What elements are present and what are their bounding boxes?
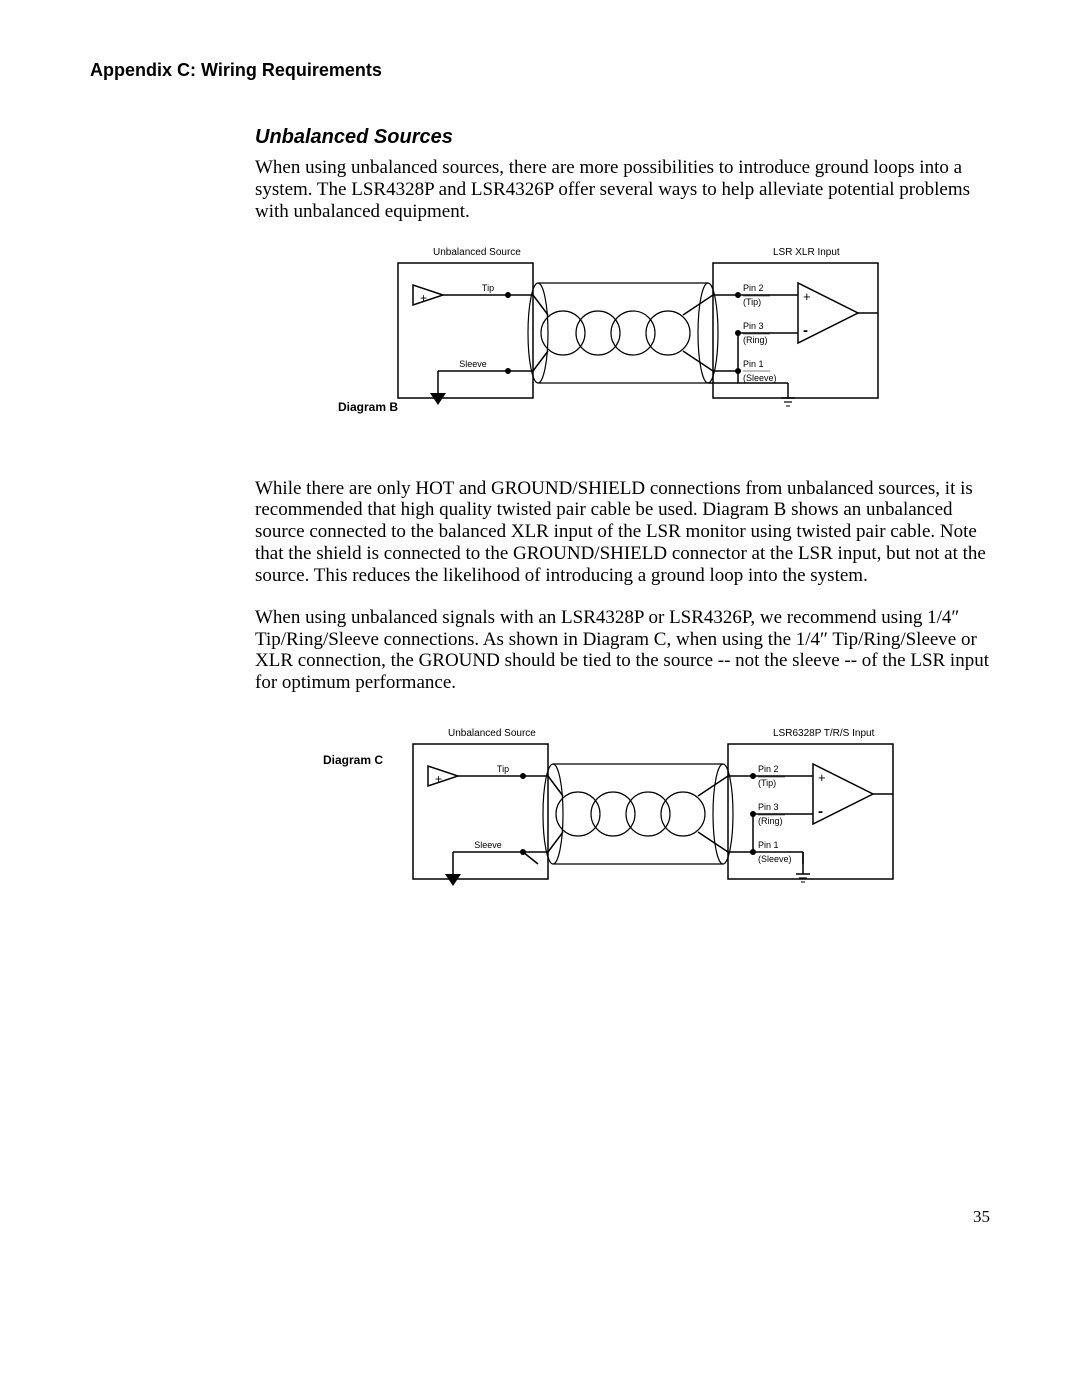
pin3-node-c <box>750 811 756 817</box>
right-minus-label-c: - <box>818 803 823 820</box>
shield-tie-source <box>523 852 538 864</box>
pin1-label: Pin 1 <box>743 359 764 369</box>
page-number: 35 <box>973 1207 990 1227</box>
paragraph-1: When using unbalanced sources, there are… <box>255 157 990 223</box>
diagram-b-left-header: Unbalanced Source <box>433 247 521 258</box>
right-plus-label: + <box>803 289 811 304</box>
pin3-label: Pin 3 <box>743 321 764 331</box>
shield-end-left-icon <box>528 283 548 383</box>
plus-label: + <box>420 291 427 305</box>
tip-node-left <box>505 292 511 298</box>
pin2-node <box>735 292 741 298</box>
left-amp-icon-c <box>428 766 458 786</box>
page: Appendix C: Wiring Requirements Unbalanc… <box>0 0 1080 1397</box>
twisted-pair-icon <box>541 311 690 355</box>
left-amp-icon <box>413 285 443 305</box>
diagram-c-right-header: LSR6328P T/R/S Input <box>773 728 875 739</box>
diagram-b-right-header: LSR XLR Input <box>773 247 840 258</box>
paragraph-3: When using unbalanced signals with an LS… <box>255 607 990 694</box>
diagram-b-wrap: Unbalanced Source LSR XLR Input + Tip Sl… <box>255 243 990 423</box>
ground-arrow-left-icon-c <box>445 874 461 886</box>
tip-label-left: Tip <box>481 283 493 293</box>
body-column: Unbalanced Sources When using unbalanced… <box>255 126 990 904</box>
pin2-sub-label: (Tip) <box>743 297 761 307</box>
pin3-sub-label-c: (Ring) <box>758 816 783 826</box>
pair-exit-top <box>683 295 713 315</box>
pin1-sub-label: (Sleeve) <box>743 373 777 383</box>
pin3-sub-label: (Ring) <box>743 335 768 345</box>
diagram-c: Unbalanced Source LSR6328P T/R/S Input D… <box>323 724 923 904</box>
ground-arrow-left-icon <box>430 393 446 405</box>
pin1-node <box>735 368 741 374</box>
twisted-pair-icon-c <box>556 792 705 836</box>
diagram-b-label: Diagram B <box>338 400 398 414</box>
diagram-c-label: Diagram C <box>323 753 383 767</box>
pin2-label: Pin 2 <box>743 283 764 293</box>
pin3-node <box>735 330 741 336</box>
pin2-sub-label-c: (Tip) <box>758 778 776 788</box>
pin3-label-c: Pin 3 <box>758 802 779 812</box>
tip-label-left-c: Tip <box>496 764 508 774</box>
sleeve-label-left: Sleeve <box>459 359 487 369</box>
diagram-c-left-header: Unbalanced Source <box>448 728 536 739</box>
pair-exit-top-c <box>698 776 728 796</box>
tip-node-left-c <box>520 773 526 779</box>
paragraph-2: While there are only HOT and GROUND/SHIE… <box>255 478 990 587</box>
pair-exit-bot-c <box>698 832 728 852</box>
left-source-box-c <box>413 744 548 879</box>
sleeve-node-left <box>505 368 511 374</box>
shield-end-left-icon-c <box>543 764 563 864</box>
appendix-header: Appendix C: Wiring Requirements <box>90 60 990 81</box>
diagram-c-wrap: Unbalanced Source LSR6328P T/R/S Input D… <box>255 724 990 904</box>
pin2-node-c <box>750 773 756 779</box>
diagram-b: Unbalanced Source LSR XLR Input + Tip Sl… <box>338 243 908 423</box>
left-source-box <box>398 263 533 398</box>
plus-label-c: + <box>435 772 442 786</box>
section-title: Unbalanced Sources <box>255 126 990 149</box>
sleeve-label-left-c: Sleeve <box>474 840 502 850</box>
right-minus-label: - <box>803 322 808 339</box>
pair-exit-bot <box>683 351 713 371</box>
pin2-label-c: Pin 2 <box>758 764 779 774</box>
right-plus-label-c: + <box>818 770 826 785</box>
pin1-sub-label-c: (Sleeve) <box>758 854 792 864</box>
pin1-label-c: Pin 1 <box>758 840 779 850</box>
